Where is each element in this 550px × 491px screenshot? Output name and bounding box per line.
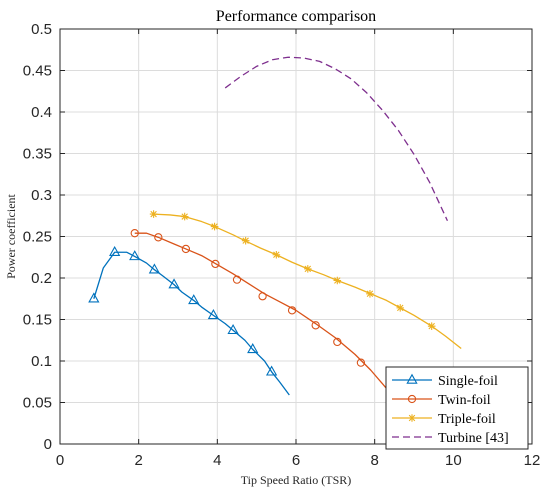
legend-item: Single-foil (392, 373, 498, 389)
x-tick-label: 12 (524, 452, 541, 469)
legend-marker (407, 394, 417, 404)
legend-item: Turbine [43] (392, 431, 509, 446)
data-point (304, 265, 312, 273)
data-point (396, 304, 405, 312)
data-point (241, 236, 250, 245)
x-tick-label: 6 (292, 452, 300, 469)
x-tick-label: 4 (213, 452, 221, 469)
data-point (227, 323, 239, 335)
data-point (188, 294, 200, 305)
y-tick-label: 0.15 (23, 312, 52, 329)
legend-box (385, 366, 529, 450)
legend-item: Twin-foil (392, 393, 491, 408)
data-point (265, 365, 278, 376)
y-tick-label: 0.3 (31, 187, 52, 204)
data-point (311, 321, 320, 330)
x-tick-label: 0 (56, 452, 64, 469)
y-tick-label: 0.05 (23, 395, 52, 412)
grid (60, 29, 532, 444)
data-point (181, 244, 191, 254)
y-tick-label: 0.2 (31, 270, 52, 287)
series-line (134, 232, 387, 389)
y-tick-label: 0.5 (31, 21, 52, 38)
data-point (154, 233, 163, 242)
data-point (129, 250, 141, 261)
x-tick-label: 10 (445, 452, 462, 469)
legend-label: Single-foil (438, 374, 498, 389)
legend: Single-foil Twin-foil Triple-foil Turbine [… (385, 366, 529, 450)
series-line (93, 251, 290, 396)
data-point (333, 337, 342, 347)
x-tick-label: 8 (370, 452, 378, 469)
series-layer (88, 56, 462, 396)
data-point (287, 306, 297, 315)
data-point (232, 275, 242, 284)
legend-marker (408, 414, 416, 422)
y-tick-label: 0.4 (31, 104, 52, 121)
x-tick-label: 2 (134, 452, 142, 469)
y-axis-label: Power coefficient (4, 193, 18, 278)
data-point (247, 343, 259, 354)
data-point (427, 322, 436, 330)
data-point (333, 276, 342, 285)
y-tick-label: 0.35 (23, 146, 52, 163)
y-tick-label: 0 (44, 436, 52, 453)
y-tick-label: 0.1 (31, 353, 52, 370)
data-point (180, 212, 189, 221)
chart-title: Performance comparison (216, 8, 376, 25)
data-point (356, 358, 366, 367)
x-axis-label: Tip Speed Ratio (TSR) (241, 473, 352, 487)
legend-item: Triple-foil (392, 412, 496, 427)
data-point (210, 222, 219, 231)
data-point (168, 278, 180, 289)
data-point (88, 292, 100, 303)
data-point (130, 229, 139, 238)
data-point (211, 259, 220, 269)
data-point (149, 210, 158, 218)
data-point (272, 250, 281, 259)
series-twin-foil (130, 229, 387, 389)
legend-label: Turbine [43] (438, 431, 509, 446)
legend-label: Triple-foil (438, 412, 496, 427)
data-point (366, 289, 374, 298)
data-point (148, 263, 161, 274)
y-tick-label: 0.45 (23, 63, 52, 80)
data-point (109, 245, 121, 257)
legend-marker (406, 373, 418, 384)
series-single-foil (88, 245, 290, 396)
data-point (258, 292, 267, 301)
y-tick-label: 0.25 (23, 229, 52, 246)
data-point (207, 309, 220, 320)
ticks: 0 2 4 6 8 10 12 0 0.05 0.1 0.15 0.2 0.25 0.3 0.35 0.4 0.… (23, 21, 541, 469)
legend-label: Twin-foil (438, 393, 491, 408)
series-triple-foil (149, 210, 462, 350)
